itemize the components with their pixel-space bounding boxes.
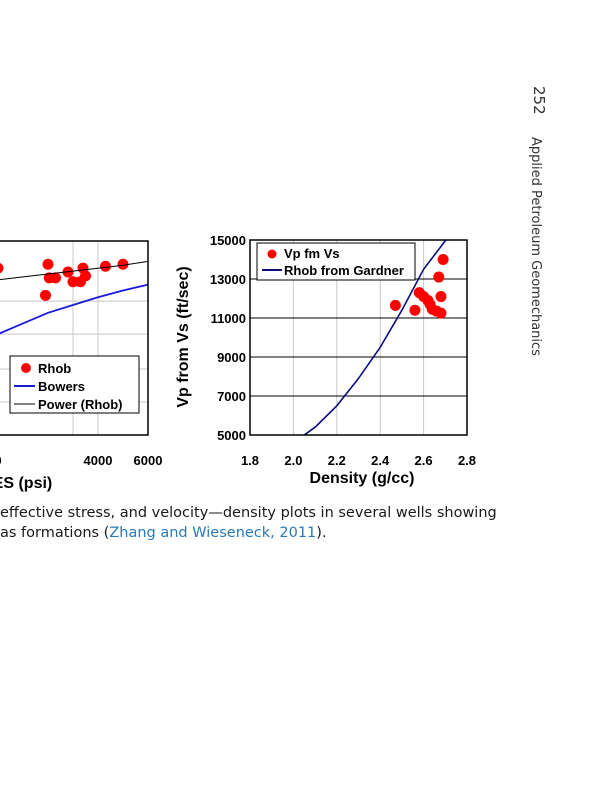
right-chart-y-tick-label: 15000	[210, 233, 246, 248]
right-chart-legend: Vp fm Vs Rhob from Gardner	[256, 242, 416, 281]
right-chart-x-tick-label: 2.2	[328, 453, 346, 468]
right-chart-data-point	[435, 307, 447, 319]
right-chart-line-gardner	[302, 240, 447, 435]
right-chart: 1.8 2.0 2.2 2.4 2.6 2.8 5000 7000 9000 11000 1300…	[175, 233, 476, 487]
right-chart-x-axis-title: Density (g/cc)	[310, 470, 415, 487]
caption-text-1: effective stress, and velocity—density p…	[0, 505, 497, 521]
left-chart-x-tick-label: 4000	[84, 453, 113, 468]
left-chart-legend-marker	[21, 363, 31, 373]
left-chart-data-point	[80, 270, 91, 282]
right-chart-y-tick-label: 5000	[217, 428, 246, 443]
right-chart-plot-area	[249, 239, 468, 436]
caption-text-2: as formations (	[0, 525, 110, 541]
left-chart-legend-label: Power (Rhob)	[38, 397, 123, 412]
right-chart-x-ticks: 1.8 2.0 2.2 2.4 2.6 2.8	[241, 453, 476, 468]
left-chart-data-point	[50, 272, 61, 284]
right-chart-data-point	[409, 304, 421, 316]
right-chart-x-tick-label: 2.8	[458, 453, 476, 468]
left-chart-legend-label: Bowers	[38, 379, 85, 394]
right-chart-x-tick-label: 2.4	[371, 453, 390, 468]
right-chart-data-point	[389, 299, 401, 311]
left-chart-x-tick-label: 6000	[134, 453, 163, 468]
right-chart-y-ticks: 5000 7000 9000 11000 13000 15000	[210, 233, 246, 443]
right-chart-legend-label: Rhob from Gardner	[284, 263, 404, 278]
left-chart-plot-area	[0, 240, 149, 436]
left-chart-data-point	[0, 263, 4, 274]
right-chart-series	[302, 240, 449, 435]
right-chart-y-tick-label: 11000	[211, 311, 246, 326]
left-chart-legend: Rhob Bowers Power (Rhob)	[9, 355, 140, 414]
citation-link[interactable]: Zhang and Wieseneck, 2011	[109, 525, 317, 541]
right-chart-legend-box	[256, 242, 416, 281]
page-number: 252	[530, 86, 548, 115]
left-chart-x-ticks: 0 4000 6000	[0, 453, 162, 468]
figure-caption-line-2: as formations (Zhang and Wieseneck, 2011…	[0, 525, 327, 541]
figure-caption-line-1: effective stress, and velocity—density p…	[0, 505, 497, 521]
left-chart-x-axis-title: VES (psi)	[0, 475, 52, 492]
right-chart-legend-marker	[267, 249, 277, 259]
right-chart-y-axis-title: Vp from Vs (ft/sec)	[175, 266, 192, 407]
caption-text-3: ).	[316, 525, 327, 541]
right-chart-x-tick-label: 1.8	[241, 453, 259, 468]
right-chart-x-tick-label: 2.6	[415, 453, 433, 468]
left-chart-x-tick-label: 0	[0, 453, 2, 468]
right-chart-data-point	[433, 271, 445, 283]
left-chart-data-point	[117, 258, 129, 270]
left-chart-line-bowers	[0, 283, 149, 335]
right-chart-data-point	[437, 254, 449, 265]
left-chart-data-point	[100, 260, 111, 272]
left-chart-data-point	[40, 289, 51, 301]
left-chart-series	[0, 258, 149, 335]
left-chart-legend-label: Rhob	[38, 361, 71, 376]
right-chart-y-tick-label: 13000	[210, 272, 246, 287]
left-chart-data-point	[42, 258, 54, 270]
left-chart-line-power-trend	[0, 260, 149, 281]
right-chart-legend-label: Vp fm Vs	[284, 246, 340, 261]
right-chart-y-tick-label: 7000	[217, 389, 246, 404]
right-chart-data-point	[435, 291, 447, 303]
left-chart: 0 4000 6000 VES (psi) Rhob Bowers Power (Rho…	[0, 240, 162, 492]
running-header-book-title: Applied Petroleum Geomechanics	[528, 137, 543, 356]
right-chart-x-tick-label: 2.0	[284, 453, 302, 468]
right-chart-y-tick-label: 9000	[217, 350, 246, 365]
